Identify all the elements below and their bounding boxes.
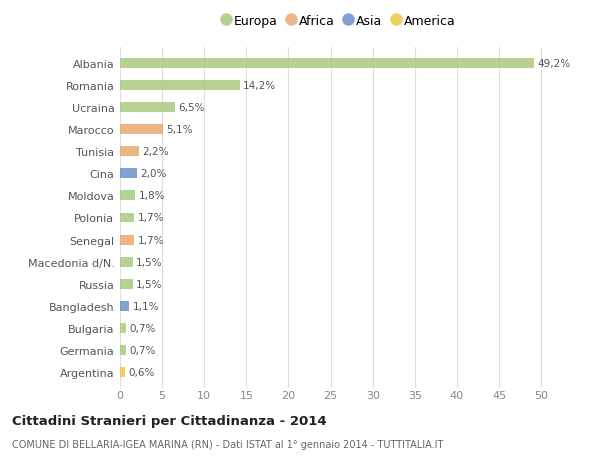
Text: COMUNE DI BELLARIA-IGEA MARINA (RN) - Dati ISTAT al 1° gennaio 2014 - TUTTITALIA: COMUNE DI BELLARIA-IGEA MARINA (RN) - Da… <box>12 440 443 449</box>
Bar <box>120 59 535 68</box>
Text: 0,7%: 0,7% <box>129 345 155 355</box>
Bar <box>120 279 133 289</box>
Bar <box>120 147 139 157</box>
Text: Cittadini Stranieri per Cittadinanza - 2014: Cittadini Stranieri per Cittadinanza - 2… <box>12 414 326 428</box>
Bar <box>120 301 129 311</box>
Text: 2,0%: 2,0% <box>140 169 167 179</box>
Bar <box>120 125 163 135</box>
Bar <box>120 368 125 377</box>
Bar <box>120 345 126 355</box>
Text: 1,1%: 1,1% <box>133 301 159 311</box>
Legend: Europa, Africa, Asia, America: Europa, Africa, Asia, America <box>223 15 455 28</box>
Bar <box>120 81 239 90</box>
Text: 1,7%: 1,7% <box>137 213 164 223</box>
Text: 49,2%: 49,2% <box>538 59 571 69</box>
Bar <box>120 323 126 333</box>
Bar <box>120 213 134 223</box>
Bar <box>120 169 137 179</box>
Text: 14,2%: 14,2% <box>243 81 276 91</box>
Text: 1,8%: 1,8% <box>139 191 165 201</box>
Text: 0,6%: 0,6% <box>128 367 155 377</box>
Text: 1,5%: 1,5% <box>136 257 163 267</box>
Text: 6,5%: 6,5% <box>178 103 205 113</box>
Bar <box>120 257 133 267</box>
Text: 5,1%: 5,1% <box>166 125 193 135</box>
Text: 1,7%: 1,7% <box>137 235 164 245</box>
Bar <box>120 103 175 113</box>
Bar <box>120 191 135 201</box>
Text: 0,7%: 0,7% <box>129 323 155 333</box>
Text: 1,5%: 1,5% <box>136 279 163 289</box>
Text: 2,2%: 2,2% <box>142 147 169 157</box>
Bar <box>120 235 134 245</box>
